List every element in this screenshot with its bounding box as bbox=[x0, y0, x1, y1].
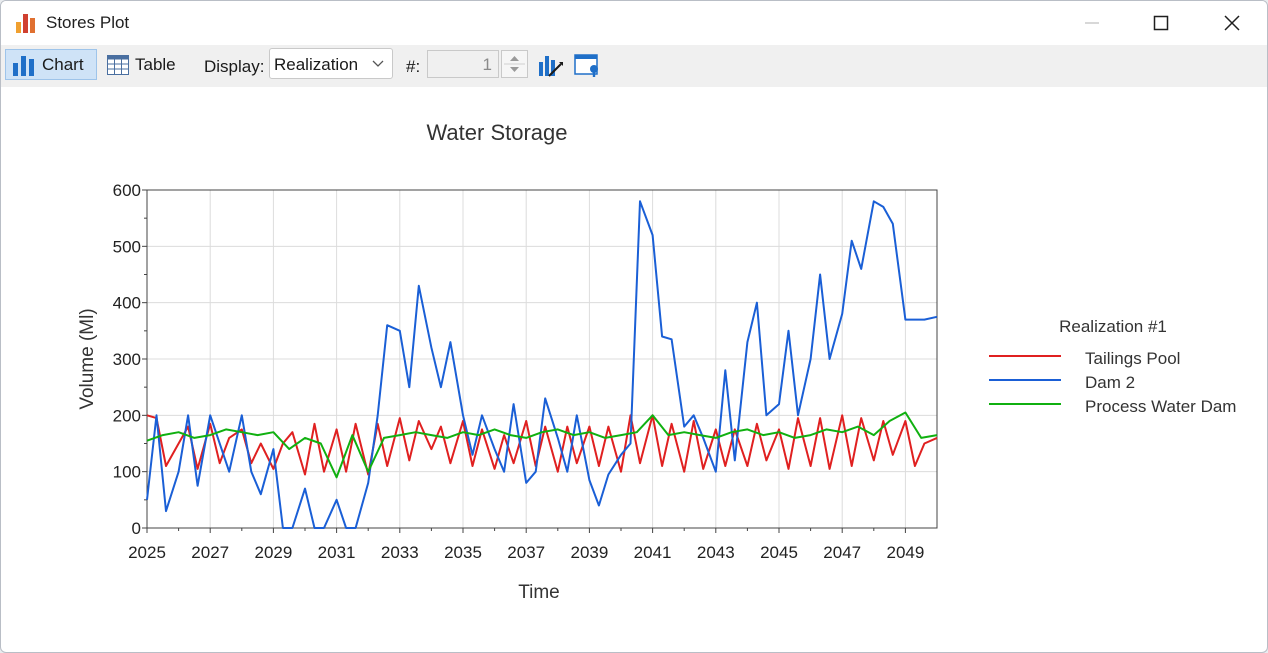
tailings-pool-line bbox=[146, 414, 938, 476]
dam-2-line bbox=[146, 200, 938, 529]
realization-number-label: #: bbox=[406, 57, 421, 76]
series-group bbox=[146, 200, 938, 529]
x-tick-label: 2027 bbox=[191, 543, 229, 562]
table-icon bbox=[107, 54, 129, 75]
minimize-icon bbox=[1085, 22, 1099, 24]
display-label: Display: bbox=[204, 57, 265, 76]
x-tick-label: 2037 bbox=[507, 543, 545, 562]
close-button[interactable] bbox=[1209, 7, 1255, 39]
legend: Realization #1 Tailings Pool Dam 2 Process… bbox=[989, 317, 1236, 416]
bar-chart-icon bbox=[16, 14, 35, 33]
x-tick-label: 2031 bbox=[318, 543, 356, 562]
x-tick-label: 2035 bbox=[444, 543, 482, 562]
x-axis-label: Time bbox=[518, 582, 560, 603]
minimize-button[interactable] bbox=[1069, 7, 1115, 39]
x-tick-label: 2039 bbox=[570, 543, 608, 562]
legend-title: Realization #1 bbox=[1059, 317, 1167, 336]
title-bar: Stores Plot bbox=[1, 1, 1267, 45]
x-tick-label: 2045 bbox=[760, 543, 798, 562]
table-button[interactable]: Table bbox=[101, 49, 187, 80]
display-select[interactable]: Realization bbox=[269, 48, 393, 79]
axes: 0 100 200 300 400 500 600 2025 2027 2029 2031 2033 2… bbox=[113, 181, 938, 562]
window-settings-icon[interactable] bbox=[574, 52, 600, 78]
toolbar: Chart Table Display: Realization #: 1 bbox=[1, 45, 1267, 87]
x-tick-label: 2033 bbox=[381, 543, 419, 562]
y-tick-label: 400 bbox=[113, 294, 141, 313]
y-tick-label: 0 bbox=[132, 519, 141, 538]
y-axis-label: Volume (Ml) bbox=[77, 308, 98, 409]
display-select-value: Realization bbox=[274, 55, 359, 74]
y-tick-label: 600 bbox=[113, 181, 141, 200]
chart-title: Water Storage bbox=[426, 120, 567, 145]
x-tick-label: 2025 bbox=[128, 543, 166, 562]
y-tick-label: 100 bbox=[113, 463, 141, 482]
chart-button[interactable]: Chart bbox=[5, 49, 97, 80]
close-icon bbox=[1224, 15, 1240, 31]
table-button-label: Table bbox=[135, 54, 176, 74]
realization-number-spinner[interactable] bbox=[501, 50, 528, 78]
x-tick-label: 2041 bbox=[634, 543, 672, 562]
y-tick-label: 300 bbox=[113, 350, 141, 369]
chevron-down-icon bbox=[372, 60, 384, 67]
legend-label: Process Water Dam bbox=[1085, 397, 1236, 416]
realization-number-input[interactable]: 1 bbox=[427, 50, 499, 78]
spinner-arrows-icon bbox=[504, 56, 525, 72]
x-tick-label: 2047 bbox=[823, 543, 861, 562]
process-water-dam-line bbox=[146, 411, 938, 479]
y-tick-label: 500 bbox=[113, 237, 141, 256]
legend-label: Dam 2 bbox=[1085, 373, 1135, 392]
chart-button-label: Chart bbox=[42, 54, 84, 74]
bar-chart-icon bbox=[13, 55, 34, 76]
water-storage-chart: Water Storage 0 100 200 300 400 500 600 2025 202… bbox=[77, 120, 1236, 603]
maximize-button[interactable] bbox=[1138, 7, 1184, 39]
chart-properties-icon[interactable] bbox=[537, 52, 563, 78]
x-tick-label: 2029 bbox=[254, 543, 292, 562]
legend-label: Tailings Pool bbox=[1085, 349, 1180, 368]
x-tick-label: 2043 bbox=[697, 543, 735, 562]
maximize-icon bbox=[1153, 15, 1169, 31]
x-tick-label: 2049 bbox=[886, 543, 924, 562]
y-tick-label: 200 bbox=[113, 406, 141, 425]
window-title: Stores Plot bbox=[46, 13, 130, 32]
